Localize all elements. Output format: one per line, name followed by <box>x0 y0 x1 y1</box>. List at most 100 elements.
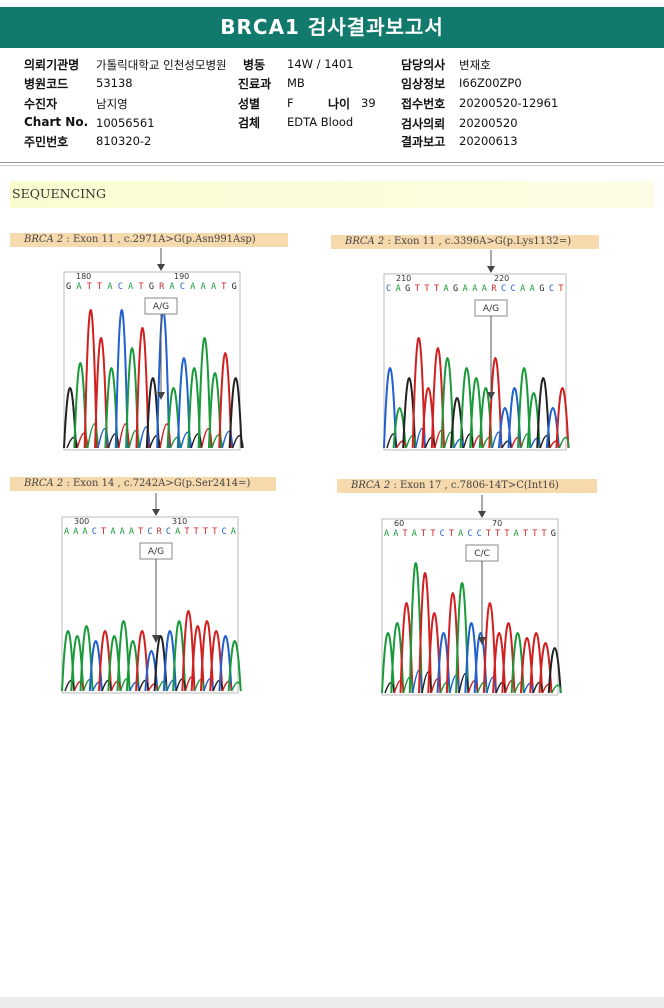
trace-peak <box>440 357 455 449</box>
marker-arrow-icon <box>152 635 160 643</box>
base-call: C <box>477 529 482 539</box>
variant-label-2: BRCA 2 : Exon 11 , c.3396A>G(p.Lys1132=) <box>331 235 599 249</box>
genotype-label: A/G <box>153 302 169 312</box>
doctor-label: 담당의사 <box>401 58 446 72</box>
trace-peak <box>491 431 503 449</box>
base-call: C <box>221 527 226 537</box>
trace-peak <box>128 429 141 449</box>
base-call: T <box>486 529 491 539</box>
chart-no-value: 10056561 <box>96 116 155 130</box>
trace-peak <box>455 582 470 694</box>
trace-peak <box>227 640 242 692</box>
trace-peak <box>488 357 503 449</box>
variant-detail: : Exon 14 , c.7242A>G(p.Ser2414=) <box>63 478 251 489</box>
hospital-code-value: 53138 <box>96 76 133 90</box>
base-call: G <box>149 282 154 292</box>
base-call: T <box>138 282 143 292</box>
trace-peak <box>118 423 130 449</box>
base-call: T <box>203 527 208 537</box>
base-call: A <box>76 282 81 292</box>
specimen-label: 검체 <box>238 116 261 130</box>
header-divider <box>0 162 664 163</box>
trace-peak <box>231 681 242 692</box>
marker-arrow-icon <box>152 509 160 516</box>
base-call: T <box>221 282 226 292</box>
trace-peak <box>83 309 98 449</box>
base-call: T <box>97 282 102 292</box>
marker-arrow-icon <box>478 637 486 645</box>
base-call: G <box>551 529 556 539</box>
department-value: MB <box>287 76 305 90</box>
id-number-value: 810320-2 <box>96 134 152 148</box>
trace-peak <box>197 337 212 449</box>
base-call: T <box>138 527 143 537</box>
genotype-label: A/G <box>148 547 164 557</box>
trace-peak <box>458 673 470 694</box>
trace-peak <box>547 647 562 694</box>
base-call: C <box>147 527 152 537</box>
hospital-code-label: 병원코드 <box>24 77 69 91</box>
trace-peak <box>443 431 455 449</box>
base-call: C <box>180 282 185 292</box>
base-call: T <box>558 284 563 294</box>
request-date-value: 20200520 <box>459 116 518 130</box>
position-end: 310 <box>172 517 187 526</box>
base-call: A <box>393 529 398 539</box>
base-call: A <box>128 282 133 292</box>
base-call: C <box>166 527 171 537</box>
institution-label: 의뢰기관명 <box>24 58 80 72</box>
variant-detail: : Exon 11 , c.2971A>G(p.Asn991Asp) <box>63 234 256 245</box>
base-call: T <box>403 529 408 539</box>
base-call: A <box>520 284 525 294</box>
base-call: G <box>66 282 71 292</box>
base-call: T <box>541 529 546 539</box>
base-call: A <box>211 282 216 292</box>
base-call: A <box>83 527 88 537</box>
base-call: T <box>434 284 439 294</box>
marker-arrow-icon <box>478 511 486 518</box>
base-call: A <box>64 527 69 537</box>
trace-peak <box>520 433 532 449</box>
report-date-value: 20200613 <box>459 134 518 148</box>
trace-peak <box>418 572 433 694</box>
age-value: 39 <box>361 96 376 110</box>
doctor-value: 변재호 <box>459 58 491 72</box>
id-number-label: 주민번호 <box>24 135 69 149</box>
base-call: A <box>129 527 134 537</box>
marker-arrow-icon <box>157 392 165 400</box>
base-call: A <box>472 284 477 294</box>
trace-peak <box>228 377 243 449</box>
trace-peak <box>97 428 110 449</box>
gene-name: BRCA 2 <box>24 234 64 245</box>
base-call: R <box>159 282 165 292</box>
clinical-info-label: 임상정보 <box>401 77 446 91</box>
department-label: 진료과 <box>238 77 272 91</box>
receipt-no-label: 접수번호 <box>401 97 446 111</box>
base-call: A <box>201 282 206 292</box>
position-end: 70 <box>492 519 502 528</box>
base-call: A <box>514 529 519 539</box>
base-call: C <box>118 282 123 292</box>
base-call: T <box>449 529 454 539</box>
marker-arrow-icon <box>487 392 495 400</box>
report-date-label: 결과보고 <box>401 135 446 149</box>
trace-peak <box>169 436 182 449</box>
trace-peak <box>200 428 213 449</box>
trace-peak <box>94 337 109 449</box>
trace-peak <box>211 434 224 449</box>
position-start: 60 <box>394 519 404 528</box>
trace-peak <box>114 309 129 449</box>
gene-name: BRCA 2 <box>351 480 391 491</box>
trace-peak <box>386 433 398 449</box>
base-call: C <box>467 529 472 539</box>
ward-label: 병동 <box>243 58 266 72</box>
position-end: 190 <box>174 272 189 281</box>
trace-peak <box>190 433 203 449</box>
variant-label-4: BRCA 2 : Exon 17 , c.7806-14T>C(Int16) <box>337 479 597 493</box>
base-call: A <box>190 282 195 292</box>
report-title: BRCA1 검사결과보고서 <box>0 7 664 48</box>
genotype-label: C/C <box>474 549 490 559</box>
marker-arrow-icon <box>487 266 495 273</box>
